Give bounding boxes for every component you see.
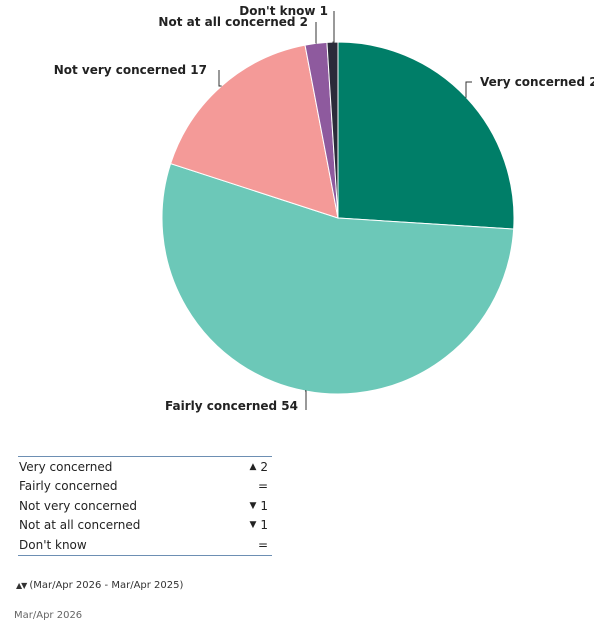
slice-leader-line [465,81,472,99]
change-footnote: ▲▼ (Mar/Apr 2026 - Mar/Apr 2025) [16,580,183,591]
slice-label: Not at all concerned 2 [158,15,308,29]
change-value: = [257,537,268,552]
slice-label: Don't know 1 [239,4,328,18]
pie-chart: Very concerned 26 Fairly concerned 54 Not … [54,4,594,413]
down-arrow-icon: ▼ [249,520,257,531]
change-row: Don't know = [18,535,272,555]
slice-label: Not very concerned 17 [54,63,207,77]
change-row: Not at all concerned ▼ 1 [18,516,272,536]
down-arrow-icon: ▼ [249,500,257,511]
slice-leader-line [305,390,307,410]
footnote-text: (Mar/Apr 2026 - Mar/Apr 2025) [29,580,184,591]
change-row-label: Not at all concerned [19,518,141,533]
change-value: = [257,479,268,494]
up-down-arrows-icon: ▲▼ [16,581,27,590]
up-arrow-icon: ▲ [249,461,257,472]
slice-leader-line [332,11,335,43]
change-value: 1 [260,498,268,513]
change-row-label: Very concerned [19,459,113,474]
change-row-label: Don't know [19,537,87,552]
change-value: 2 [260,459,268,474]
change-value: 1 [260,518,268,533]
slice-label: Very concerned 26 [480,75,594,89]
change-row-label: Fairly concerned [19,479,118,494]
period-label: Mar/Apr 2026 [14,610,83,621]
slice-leader-line [218,70,222,87]
change-row: Not very concerned ▼ 1 [18,496,272,516]
change-row: Fairly concerned = [18,477,272,497]
slice-label: Fairly concerned 54 [165,399,298,413]
change-row-label: Not very concerned [19,498,138,513]
pie-slice [337,41,515,230]
change-table: Very concerned ▲ 2 Fairly concerned = Not… [18,456,272,556]
change-row: Very concerned ▲ 2 [18,457,272,477]
